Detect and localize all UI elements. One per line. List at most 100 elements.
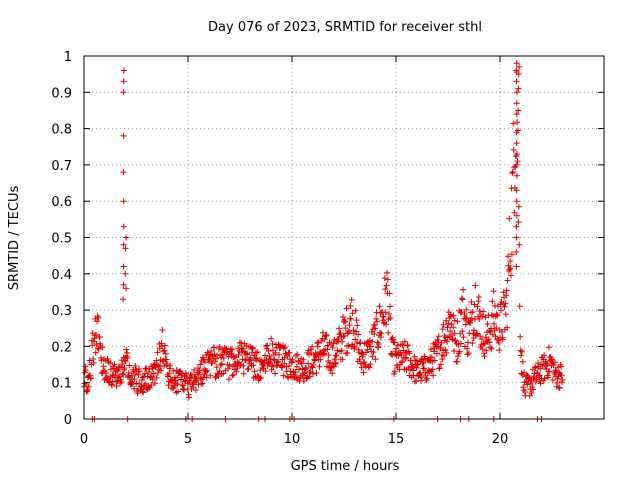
- data-point: [391, 339, 398, 346]
- data-point: [357, 339, 364, 346]
- data-point: [330, 363, 337, 370]
- data-point: [419, 360, 426, 367]
- data-point: [515, 203, 522, 210]
- data-point: [506, 215, 513, 222]
- data-point: [325, 351, 332, 358]
- data-point: [444, 324, 451, 331]
- data-point: [220, 370, 227, 377]
- data-point: [558, 363, 565, 370]
- data-point: [471, 327, 478, 334]
- data-point: [401, 338, 408, 345]
- y-tick-label: 0.1: [51, 377, 72, 392]
- data-point: [493, 311, 500, 318]
- data-point: [451, 347, 458, 354]
- data-point: [361, 359, 368, 366]
- data-point: [413, 378, 420, 385]
- data-point: [549, 377, 556, 384]
- data-point: [390, 338, 397, 345]
- data-point: [202, 359, 209, 366]
- data-point: [443, 349, 450, 356]
- data-point: [420, 365, 427, 372]
- data-point: [164, 360, 171, 367]
- data-point: [447, 313, 454, 320]
- data-point: [450, 312, 457, 319]
- data-point: [439, 356, 446, 363]
- data-point: [114, 368, 121, 374]
- data-point: [387, 315, 394, 322]
- data-point: [324, 342, 331, 349]
- x-tick-label: 20: [492, 432, 509, 447]
- data-point: [148, 382, 155, 389]
- data-point: [120, 78, 127, 85]
- data-point: [479, 346, 486, 353]
- data-point: [459, 328, 466, 335]
- data-point: [559, 376, 566, 383]
- y-tick-label: 0.9: [51, 86, 72, 101]
- data-point: [484, 321, 491, 328]
- data-point: [280, 345, 287, 352]
- data-point: [333, 352, 340, 359]
- data-point: [498, 328, 505, 335]
- data-point: [118, 364, 125, 371]
- data-point: [414, 361, 421, 368]
- data-point: [513, 234, 520, 241]
- data-point: [151, 380, 158, 387]
- data-point: [95, 345, 102, 352]
- data-point: [120, 281, 127, 288]
- data-point: [431, 357, 438, 364]
- data-point: [95, 314, 102, 321]
- data-point: [211, 351, 218, 358]
- data-point: [317, 356, 324, 363]
- data-point: [96, 333, 103, 340]
- data-point: [212, 374, 219, 381]
- data-point: [440, 352, 447, 359]
- data-point: [121, 364, 128, 371]
- data-point: [159, 326, 166, 333]
- data-point: [353, 317, 360, 324]
- data-point: [412, 357, 419, 364]
- data-point: [158, 343, 165, 350]
- data-point: [256, 375, 263, 382]
- data-point: [124, 349, 131, 356]
- data-point: [125, 369, 132, 376]
- y-tick-label: 0: [64, 413, 72, 428]
- data-point: [119, 361, 126, 368]
- data-point: [197, 361, 204, 368]
- data-point: [124, 355, 131, 362]
- data-point: [279, 364, 286, 371]
- data-point: [310, 361, 317, 368]
- data-point: [89, 342, 96, 349]
- data-point: [199, 380, 206, 387]
- data-point: [294, 351, 301, 358]
- data-point: [251, 368, 258, 375]
- data-point: [346, 322, 353, 329]
- data-point: [458, 309, 465, 316]
- data-point: [363, 349, 370, 356]
- data-point: [436, 365, 443, 372]
- data-point: [488, 345, 495, 352]
- data-point: [236, 348, 243, 355]
- data-point: [558, 372, 565, 379]
- data-point: [488, 325, 495, 332]
- data-point: [427, 346, 434, 353]
- data-point: [321, 336, 328, 343]
- data-point: [270, 363, 277, 370]
- data-point: [541, 352, 548, 359]
- data-point: [141, 370, 148, 377]
- data-point: [435, 333, 442, 340]
- data-point: [158, 367, 165, 374]
- data-point: [151, 361, 158, 368]
- data-point: [306, 373, 313, 380]
- data-point: [303, 364, 310, 371]
- data-point: [435, 339, 442, 346]
- data-point: [120, 223, 127, 230]
- data-point: [257, 375, 264, 382]
- y-tick-label: 0.4: [51, 268, 72, 283]
- data-point: [165, 373, 172, 380]
- data-point: [513, 89, 520, 96]
- data-point: [417, 369, 424, 376]
- data-point: [519, 358, 526, 365]
- data-point: [282, 344, 289, 351]
- data-point: [120, 89, 127, 96]
- data-point: [120, 198, 127, 205]
